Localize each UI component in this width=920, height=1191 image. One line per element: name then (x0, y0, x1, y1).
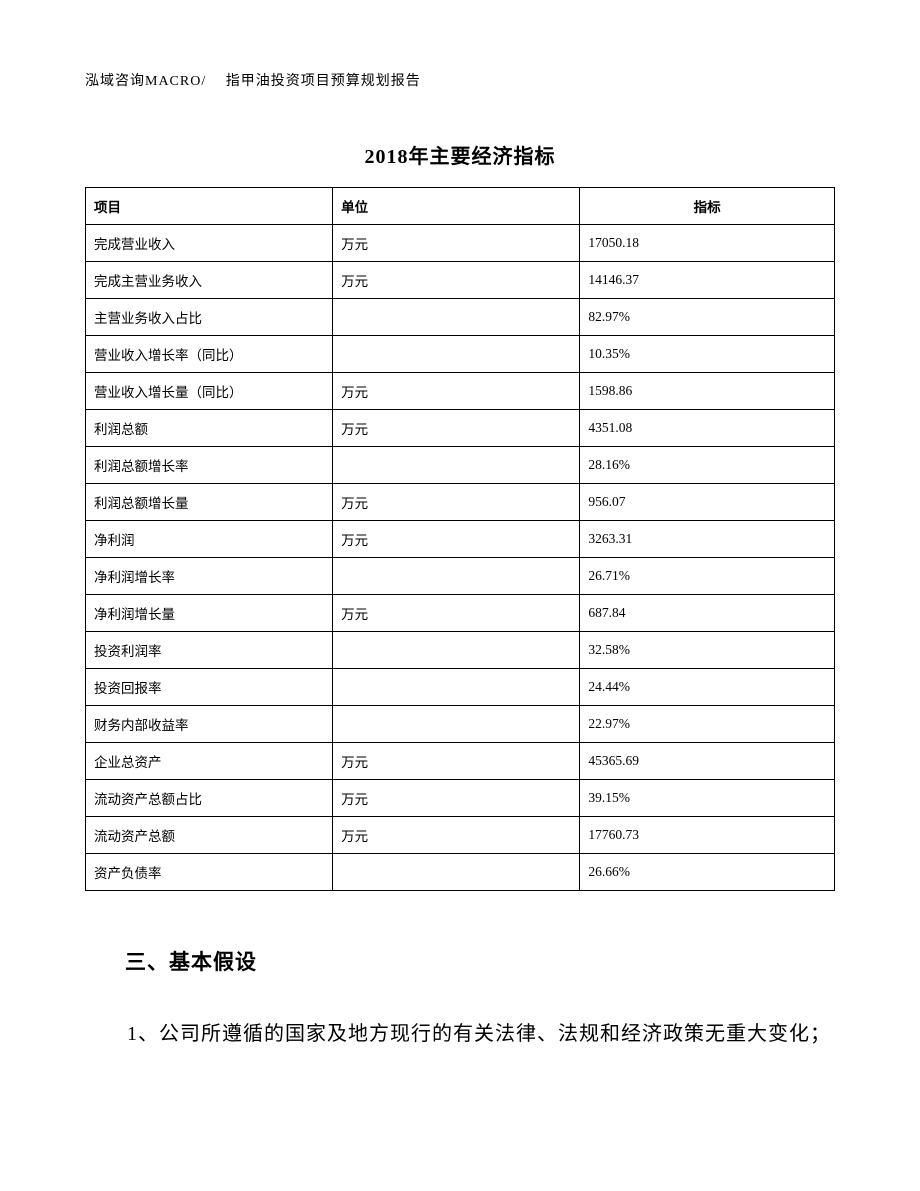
cell-item: 完成营业收入 (86, 225, 333, 262)
cell-item: 净利润 (86, 521, 333, 558)
cell-value: 1598.86 (580, 373, 835, 410)
cell-unit: 万元 (333, 595, 580, 632)
cell-value: 26.71% (580, 558, 835, 595)
table-row: 营业收入增长量（同比）万元1598.86 (86, 373, 835, 410)
cell-unit: 万元 (333, 743, 580, 780)
cell-item: 企业总资产 (86, 743, 333, 780)
cell-value: 14146.37 (580, 262, 835, 299)
cell-item: 利润总额增长率 (86, 447, 333, 484)
table-header-row: 项目 单位 指标 (86, 188, 835, 225)
cell-item: 资产负债率 (86, 854, 333, 891)
cell-unit: 万元 (333, 521, 580, 558)
economic-indicators-table: 项目 单位 指标 完成营业收入万元17050.18 完成主营业务收入万元1414… (85, 187, 835, 891)
table-row: 利润总额增长率 28.16% (86, 447, 835, 484)
cell-value: 82.97% (580, 299, 835, 336)
cell-item: 营业收入增长量（同比） (86, 373, 333, 410)
table-row: 完成营业收入万元17050.18 (86, 225, 835, 262)
cell-unit: 万元 (333, 225, 580, 262)
table-row: 企业总资产万元45365.69 (86, 743, 835, 780)
cell-item: 主营业务收入占比 (86, 299, 333, 336)
cell-unit (333, 854, 580, 891)
cell-unit: 万元 (333, 484, 580, 521)
cell-value: 39.15% (580, 780, 835, 817)
cell-unit: 万元 (333, 780, 580, 817)
cell-unit (333, 669, 580, 706)
cell-item: 利润总额 (86, 410, 333, 447)
table-row: 净利润增长率 26.71% (86, 558, 835, 595)
cell-value: 26.66% (580, 854, 835, 891)
cell-value: 956.07 (580, 484, 835, 521)
section-heading: 三、基本假设 (125, 946, 835, 976)
body-paragraph: 1、公司所遵循的国家及地方现行的有关法律、法规和经济政策无重大变化； (85, 1011, 835, 1057)
cell-value: 687.84 (580, 595, 835, 632)
cell-item: 营业收入增长率（同比） (86, 336, 333, 373)
cell-unit (333, 706, 580, 743)
col-header-item: 项目 (86, 188, 333, 225)
table-row: 财务内部收益率 22.97% (86, 706, 835, 743)
table-row: 完成主营业务收入万元14146.37 (86, 262, 835, 299)
cell-unit: 万元 (333, 373, 580, 410)
cell-item: 净利润增长量 (86, 595, 333, 632)
cell-item: 完成主营业务收入 (86, 262, 333, 299)
cell-value: 45365.69 (580, 743, 835, 780)
table-row: 主营业务收入占比 82.97% (86, 299, 835, 336)
table-row: 净利润万元3263.31 (86, 521, 835, 558)
cell-value: 3263.31 (580, 521, 835, 558)
cell-value: 28.16% (580, 447, 835, 484)
table-title: 2018年主要经济指标 (85, 140, 835, 169)
col-header-unit: 单位 (333, 188, 580, 225)
cell-value: 24.44% (580, 669, 835, 706)
cell-item: 流动资产总额占比 (86, 780, 333, 817)
cell-item: 流动资产总额 (86, 817, 333, 854)
table-body: 完成营业收入万元17050.18 完成主营业务收入万元14146.37 主营业务… (86, 225, 835, 891)
table-row: 流动资产总额占比万元39.15% (86, 780, 835, 817)
table-row: 利润总额万元4351.08 (86, 410, 835, 447)
cell-unit (333, 336, 580, 373)
page-header: 泓域咨询MACRO/ 指甲油投资项目预算规划报告 (85, 70, 835, 90)
cell-unit (333, 299, 580, 336)
table-row: 资产负债率 26.66% (86, 854, 835, 891)
table-row: 流动资产总额万元17760.73 (86, 817, 835, 854)
col-header-indicator: 指标 (580, 188, 835, 225)
table-row: 净利润增长量万元687.84 (86, 595, 835, 632)
cell-unit (333, 447, 580, 484)
cell-unit: 万元 (333, 817, 580, 854)
cell-value: 17760.73 (580, 817, 835, 854)
cell-unit: 万元 (333, 262, 580, 299)
cell-item: 投资回报率 (86, 669, 333, 706)
cell-item: 利润总额增长量 (86, 484, 333, 521)
table-row: 投资回报率 24.44% (86, 669, 835, 706)
cell-item: 投资利润率 (86, 632, 333, 669)
cell-item: 净利润增长率 (86, 558, 333, 595)
cell-unit (333, 558, 580, 595)
cell-unit (333, 632, 580, 669)
cell-value: 22.97% (580, 706, 835, 743)
cell-value: 32.58% (580, 632, 835, 669)
table-row: 投资利润率 32.58% (86, 632, 835, 669)
table-row: 营业收入增长率（同比） 10.35% (86, 336, 835, 373)
cell-unit: 万元 (333, 410, 580, 447)
table-row: 利润总额增长量万元956.07 (86, 484, 835, 521)
cell-value: 10.35% (580, 336, 835, 373)
cell-value: 4351.08 (580, 410, 835, 447)
cell-value: 17050.18 (580, 225, 835, 262)
cell-item: 财务内部收益率 (86, 706, 333, 743)
